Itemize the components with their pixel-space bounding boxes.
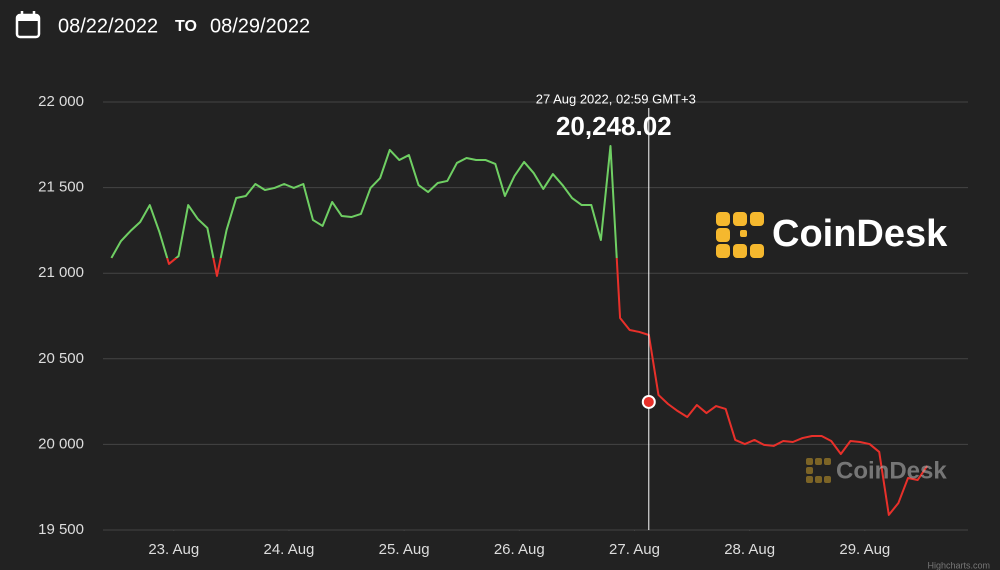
x-tick-label: 25. Aug — [379, 541, 430, 558]
tooltip-point — [641, 394, 656, 409]
date-from[interactable]: 08/22/2022 — [58, 15, 158, 37]
calendar-icon[interactable] — [15, 11, 41, 39]
y-tick-label: 22 000 — [38, 93, 84, 110]
credits[interactable]: Highcharts.com — [927, 560, 990, 570]
watermark-text: CoinDesk — [836, 457, 947, 484]
x-tick-label: 27. Aug — [609, 541, 660, 558]
x-tick-label: 23. Aug — [148, 541, 199, 558]
y-tick-label: 20 500 — [38, 350, 84, 367]
date-to[interactable]: 08/29/2022 — [210, 15, 310, 37]
x-tick-label: 29. Aug — [839, 541, 890, 558]
watermark-small: CoinDesk — [806, 457, 947, 484]
date-separator: TO — [175, 18, 197, 35]
x-tick-label: 28. Aug — [724, 541, 775, 558]
tooltip-value: 20,248.02 — [556, 111, 672, 141]
tooltip-date: 27 Aug 2022, 02:59 GMT+3 — [536, 91, 696, 106]
x-tick-label: 26. Aug — [494, 541, 545, 558]
watermark-text: CoinDesk — [772, 213, 948, 255]
x-tick-label: 24. Aug — [264, 541, 315, 558]
y-tick-label: 21 000 — [38, 264, 84, 281]
y-tick-label: 21 500 — [38, 179, 84, 196]
price-line — [110, 145, 929, 516]
y-tick-label: 19 500 — [38, 521, 84, 538]
y-tick-label: 20 000 — [38, 435, 84, 452]
watermark-big: CoinDesk — [716, 212, 948, 258]
plot: 19 500 20 000 20 500 21 000 21 500 22 000 23. … — [38, 91, 968, 558]
